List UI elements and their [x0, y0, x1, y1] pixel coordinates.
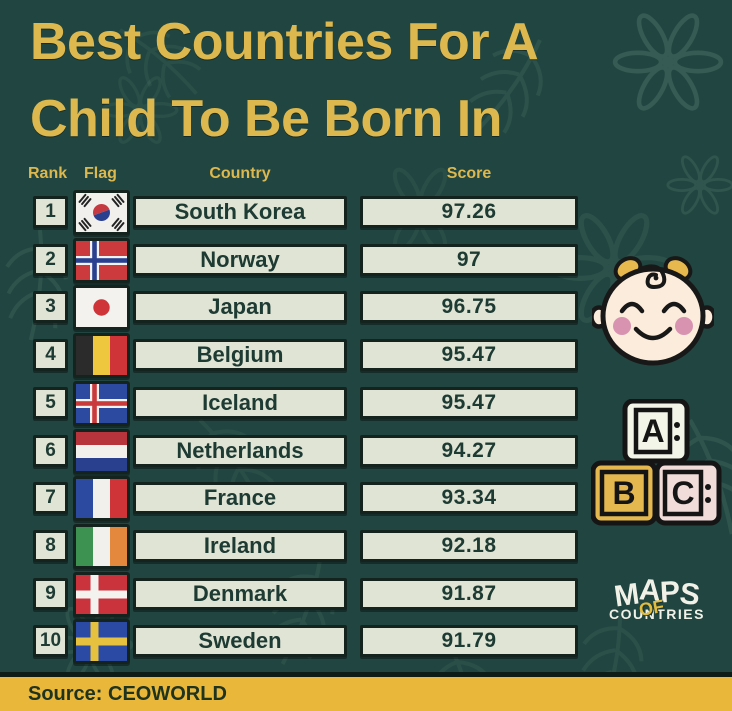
- ranking-table: 1 South Korea 97.26 2 Norway 97 3 Japan 96.75 4 Be…: [33, 190, 578, 670]
- score-cell: 97.26: [360, 196, 578, 228]
- rank-cell: 6: [33, 435, 68, 467]
- table-header: Rank Flag Country Score: [0, 165, 732, 185]
- score-cell: 94.27: [360, 435, 578, 467]
- rank-cell: 7: [33, 482, 68, 514]
- logo-of-text: OF: [637, 595, 666, 621]
- block-letter-a: A: [641, 413, 664, 449]
- source-bar: Source: CEOWORLD: [0, 672, 732, 711]
- flag-icon-denmark: [73, 572, 130, 617]
- table-row: 5 Iceland 95.47: [33, 381, 578, 426]
- score-cell: 92.18: [360, 530, 578, 562]
- block-letter-b: B: [612, 475, 635, 511]
- block-b: B: [591, 460, 658, 526]
- flag-icon-ireland: [73, 524, 130, 569]
- country-cell: France: [133, 482, 347, 514]
- header-rank: Rank: [28, 165, 68, 182]
- page-title: Best Countries For A Child To Be Born In: [30, 4, 539, 158]
- country-cell: Belgium: [133, 339, 347, 371]
- flag-icon-japan: [73, 285, 130, 330]
- country-cell: Netherlands: [133, 435, 347, 467]
- block-c: C: [654, 460, 722, 526]
- maps-of-countries-logo: MAPS OF COUNTRIES: [598, 573, 716, 622]
- score-cell: 95.47: [360, 387, 578, 419]
- flag-icon-france: [73, 476, 130, 521]
- table-row: 9 Denmark 91.87: [33, 572, 578, 617]
- rank-cell: 2: [33, 244, 68, 276]
- header-score: Score: [446, 165, 492, 182]
- rank-cell: 9: [33, 578, 68, 610]
- score-cell: 91.87: [360, 578, 578, 610]
- rank-cell: 1: [33, 196, 68, 228]
- page-title-line2: Child To Be Born In: [30, 90, 502, 148]
- table-row: 10 Sweden 91.79: [33, 619, 578, 664]
- table-row: 7 France 93.34: [33, 476, 578, 521]
- country-cell: Denmark: [133, 578, 347, 610]
- block-letter-c: C: [671, 475, 694, 511]
- table-row: 2 Norway 97: [33, 238, 578, 283]
- block-a: A: [622, 399, 690, 464]
- flag-icon-belgium: [73, 333, 130, 378]
- flag-icon-norway: [73, 238, 130, 283]
- rank-cell: 10: [33, 625, 68, 657]
- country-cell: Ireland: [133, 530, 347, 562]
- country-cell: Norway: [133, 244, 347, 276]
- logo-maps-letter: S: [678, 576, 703, 613]
- header-country: Country: [209, 165, 271, 182]
- page-title-line1: Best Countries For A: [30, 13, 539, 71]
- header-flag: Flag: [84, 165, 117, 182]
- flag-icon-iceland: [73, 381, 130, 426]
- score-cell: 96.75: [360, 291, 578, 323]
- source-text: Source: CEOWORLD: [28, 682, 227, 705]
- table-row: 1 South Korea 97.26: [33, 190, 578, 235]
- table-row: 8 Ireland 92.18: [33, 524, 578, 569]
- score-cell: 95.47: [360, 339, 578, 371]
- abc-blocks-icon: A B C: [591, 399, 722, 526]
- country-cell: Iceland: [133, 387, 347, 419]
- flag-icon-sweden: [73, 619, 130, 664]
- country-cell: South Korea: [133, 196, 347, 228]
- flag-icon-netherlands: [73, 429, 130, 474]
- logo-countries-text: COUNTRIES: [609, 606, 705, 622]
- score-cell: 97: [360, 244, 578, 276]
- flag-icon-south-korea: [73, 190, 130, 235]
- country-cell: Japan: [133, 291, 347, 323]
- rank-cell: 8: [33, 530, 68, 562]
- rank-cell: 5: [33, 387, 68, 419]
- rank-cell: 3: [33, 291, 68, 323]
- table-row: 4 Belgium 95.47: [33, 333, 578, 378]
- rank-cell: 4: [33, 339, 68, 371]
- score-cell: 91.79: [360, 625, 578, 657]
- table-row: 3 Japan 96.75: [33, 285, 578, 330]
- score-cell: 93.34: [360, 482, 578, 514]
- baby-face-icon: [592, 256, 714, 366]
- country-cell: Sweden: [133, 625, 347, 657]
- table-row: 6 Netherlands 94.27: [33, 429, 578, 474]
